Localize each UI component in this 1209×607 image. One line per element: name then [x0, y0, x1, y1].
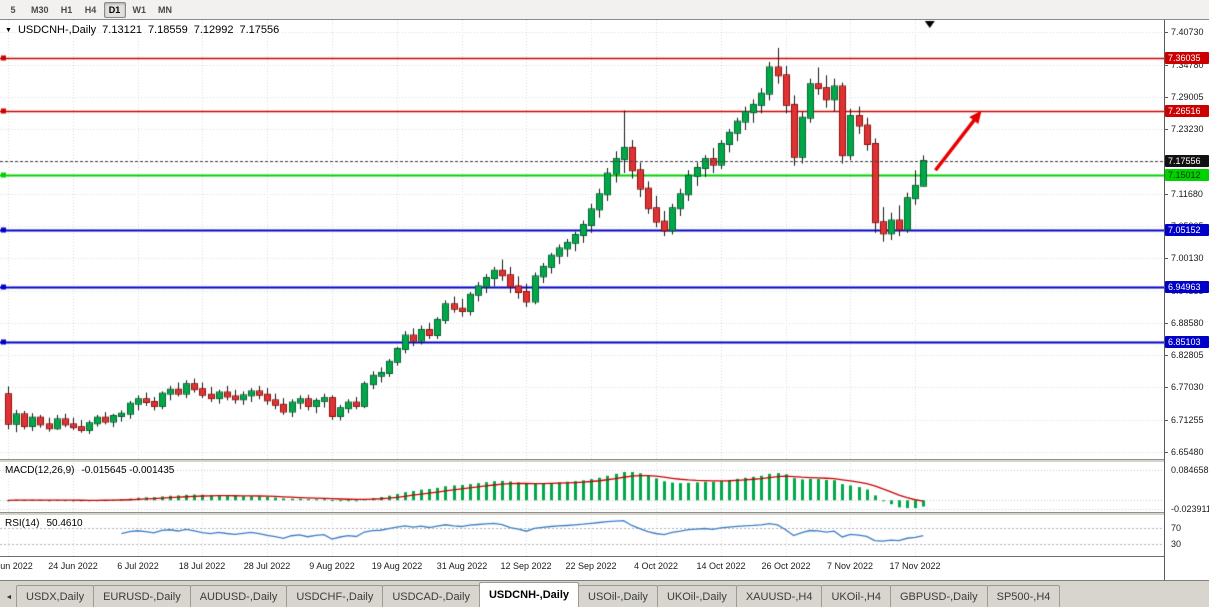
price-tick-label: 6.71255	[1171, 415, 1204, 425]
chart-tab-usdcnh-daily[interactable]: USDCNH-,Daily	[478, 582, 580, 607]
chart-tab-sp500-h4[interactable]: SP500-,H4	[986, 585, 1061, 607]
chart-tab-usdcad-daily[interactable]: USDCAD-,Daily	[382, 585, 480, 607]
chart-marker-icon: ▼	[5, 26, 12, 34]
date-axis-label: 19 Aug 2022	[371, 561, 423, 571]
chart-header: ▼ USDCNH-,Daily 7.13121 7.18559 7.12992 …	[5, 24, 279, 36]
current-price-badge: 7.17556	[1165, 155, 1209, 167]
chart-tab-usoil-daily[interactable]: USOil-,Daily	[578, 585, 658, 607]
date-axis-label: 9 Aug 2022	[309, 561, 355, 571]
price-tick-mark	[1165, 323, 1168, 324]
timeframe-button-W1[interactable]: W1	[132, 4, 147, 15]
main-chart-canvas[interactable]	[0, 20, 1164, 459]
price-tick-label: 6.77030	[1171, 382, 1204, 392]
price-tick-label: 7.23230	[1171, 124, 1204, 134]
price-tick-mark	[1165, 65, 1168, 66]
rsi-canvas[interactable]	[0, 516, 1164, 556]
rsi-label: RSI(14) 50.4610	[5, 518, 83, 529]
level-price-badge: 7.05152	[1165, 224, 1209, 236]
price-tick-mark	[1165, 420, 1168, 421]
date-axis-label: 6 Jul 2022	[117, 561, 159, 571]
chart-symbol-period: USDCNH-,Daily	[17, 24, 97, 36]
chart-tab-ukoil-h4[interactable]: UKOil-,H4	[821, 585, 891, 607]
price-tick-label: 7.29005	[1171, 92, 1204, 102]
price-tick-mark	[1165, 387, 1168, 388]
level-price-badge: 7.15012	[1165, 169, 1209, 181]
date-axis-label: 22 Sep 2022	[565, 561, 617, 571]
price-tick-mark	[1165, 129, 1168, 130]
macd-canvas[interactable]	[0, 463, 1164, 512]
chart-tab-eurusd-daily[interactable]: EURUSD-,Daily	[93, 585, 191, 607]
date-axis-label: 14 Oct 2022	[696, 561, 746, 571]
date-axis-label: 18 Jul 2022	[178, 561, 226, 571]
pane-separator[interactable]	[0, 459, 1209, 463]
price-tick-mark	[1165, 32, 1168, 33]
date-axis-label: 12 Sep 2022	[500, 561, 552, 571]
pane-separator[interactable]	[0, 512, 1209, 516]
timeframe-button-D1[interactable]: D1	[103, 1, 126, 18]
date-axis-label: 24 Jun 2022	[48, 561, 98, 571]
level-price-badge: 6.85103	[1165, 336, 1209, 348]
ohlc-low: 7.12992	[193, 24, 234, 36]
price-tick-label: 7.00130	[1171, 253, 1204, 263]
timeframe-toolbar: 5 M30 H1 H4 D1 W1 MN	[0, 0, 1209, 20]
price-tick-label: 7.11680	[1171, 189, 1203, 199]
price-tick-mark	[1165, 452, 1168, 453]
date-axis-label: 4 Oct 2022	[633, 561, 679, 571]
chart-tab-bar: ◄ USDX,Daily EURUSD-,Daily AUDUSD-,Daily US…	[0, 580, 1209, 607]
chart-tab-gbpusd-daily[interactable]: GBPUSD-,Daily	[889, 585, 988, 607]
date-axis-label: 31 Aug 2022	[436, 561, 488, 571]
macd-values: -0.015645 -0.001435	[81, 465, 175, 476]
price-axis[interactable]: 7.407307.347807.290057.232307.174557.116…	[1164, 20, 1209, 580]
chart-tab-audusd-daily[interactable]: AUDUSD-,Daily	[189, 585, 288, 607]
price-tick-label: 6.82805	[1171, 350, 1204, 360]
chart-tab-ukoil-daily[interactable]: UKOil-,Daily	[656, 585, 737, 607]
timeframe-button-H1[interactable]: H1	[60, 4, 73, 15]
date-axis-label: 28 Jul 2022	[243, 561, 291, 571]
ohlc-open: 7.13121	[102, 24, 142, 36]
price-tick-label: 6.65480	[1171, 447, 1204, 457]
level-price-badge: 6.94963	[1165, 281, 1209, 293]
ohlc-close: 7.17556	[239, 24, 280, 36]
rsi-axis-label: 70	[1171, 523, 1182, 533]
level-price-badge: 7.26516	[1165, 105, 1209, 117]
macd-axis-label: -0.023911	[1171, 504, 1209, 514]
macd-axis-label: 0.084658	[1171, 465, 1209, 475]
chart-tab-xauusd-h4[interactable]: XAUUSD-,H4	[735, 585, 823, 607]
macd-pane[interactable]: MACD(12,26,9) -0.015645 -0.001435	[0, 463, 1164, 512]
date-axis-label: 17 Nov 2022	[889, 561, 941, 571]
macd-name: MACD(12,26,9)	[5, 465, 75, 476]
timeframe-button-MN[interactable]: MN	[158, 4, 173, 15]
chart-tab-usdchf-daily[interactable]: USDCHF-,Daily	[286, 585, 384, 607]
timeframe-button-M30[interactable]: M30	[31, 4, 49, 15]
price-tick-mark	[1165, 258, 1168, 259]
price-tick-label: 7.40730	[1171, 27, 1204, 37]
price-tick-label: 7.34780	[1171, 60, 1204, 70]
chart-area[interactable]: ▼ USDCNH-,Daily 7.13121 7.18559 7.12992 …	[0, 20, 1164, 580]
date-axis-label: 14 Jun 2022	[0, 561, 33, 571]
date-axis-label: 26 Oct 2022	[761, 561, 811, 571]
timeframe-button-H4[interactable]: H4	[84, 4, 97, 15]
chart-tab-usdx-daily[interactable]: USDX,Daily	[16, 585, 95, 607]
time-axis[interactable]: 14 Jun 2022 24 Jun 2022 6 Jul 2022 18 Jul 2…	[0, 556, 1164, 580]
rsi-axis-label: 30	[1171, 539, 1182, 549]
rsi-value: 50.4610	[46, 518, 83, 529]
rsi-name: RSI(14)	[5, 518, 40, 529]
rsi-pane[interactable]: RSI(14) 50.4610	[0, 516, 1164, 556]
macd-label: MACD(12,26,9) -0.015645 -0.001435	[5, 465, 174, 476]
price-tick-mark	[1165, 194, 1168, 195]
ohlc-high: 7.18559	[147, 24, 188, 36]
time-axis-border	[0, 556, 1209, 557]
level-price-badge: 7.36035	[1165, 52, 1209, 64]
price-tick-label: 6.88580	[1171, 318, 1204, 328]
main-price-pane[interactable]: ▼ USDCNH-,Daily 7.13121 7.18559 7.12992 …	[0, 20, 1164, 459]
price-tick-mark	[1165, 97, 1168, 98]
tab-scroll-left-button[interactable]: ◄	[5, 593, 13, 601]
price-tick-mark	[1165, 355, 1168, 356]
date-axis-label: 7 Nov 2022	[826, 561, 874, 571]
timeframe-button-5[interactable]: 5	[10, 4, 16, 15]
